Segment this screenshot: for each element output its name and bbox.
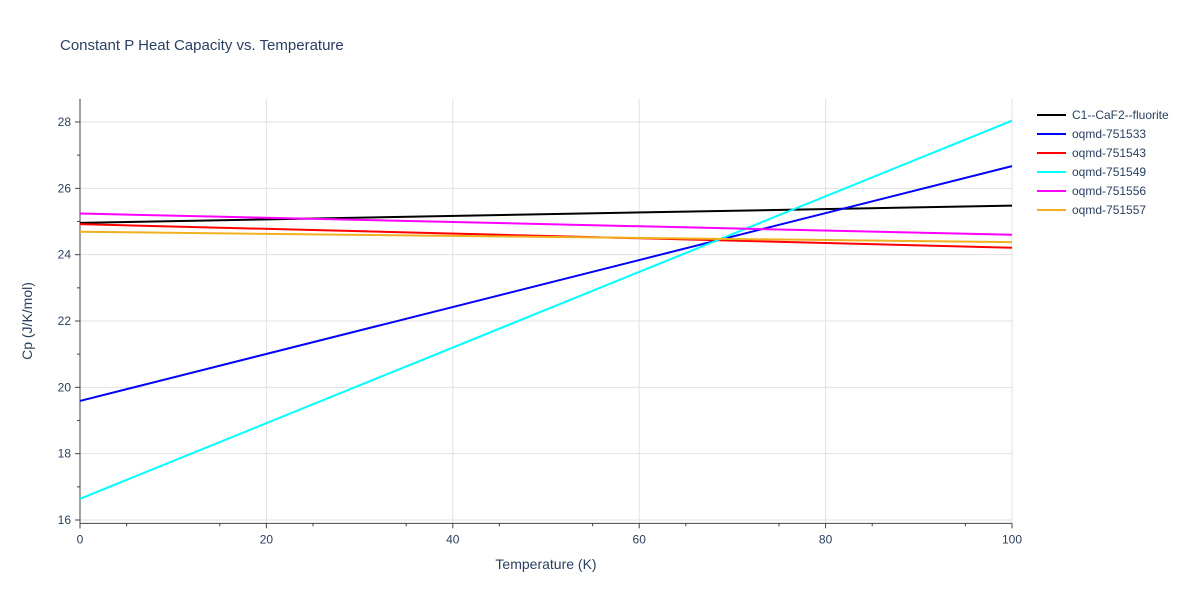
legend-label: oqmd-751533: [1072, 127, 1146, 141]
series-line-oqmd-751549: [79, 119, 1013, 500]
y-tick-label: 22: [58, 314, 72, 328]
legend-label: oqmd-751557: [1072, 203, 1146, 217]
series-line-C1--CaF2--fluorite: [79, 204, 1013, 224]
y-tick-label: 16: [58, 513, 72, 527]
y-tick-label: 20: [58, 380, 72, 394]
x-tick-label: 20: [260, 532, 274, 546]
legend-label: oqmd-751549: [1072, 165, 1146, 179]
x-tick-label: 0: [77, 532, 84, 546]
y-tick-label: 28: [58, 115, 72, 129]
legend-label: oqmd-751556: [1072, 184, 1146, 198]
x-tick-label: 80: [819, 532, 833, 546]
x-axis-label: Temperature (K): [495, 556, 596, 572]
y-tick-label: 24: [58, 248, 72, 262]
y-tick-label: 26: [58, 181, 72, 195]
series-line-oqmd-751557: [79, 230, 1013, 244]
x-tick-label: 40: [446, 532, 460, 546]
series-line-oqmd-751556: [79, 212, 1013, 236]
chart-title: Constant P Heat Capacity vs. Temperature: [60, 37, 344, 54]
x-tick-label: 100: [1002, 532, 1022, 546]
y-axis-label: Cp (J/K/mol): [19, 282, 35, 360]
x-tick-label: 60: [633, 532, 647, 546]
y-tick-label: 18: [58, 447, 72, 461]
legend-label: C1--CaF2--fluorite: [1072, 108, 1169, 122]
legend-label: oqmd-751543: [1072, 146, 1146, 160]
series-line-oqmd-751533: [79, 165, 1013, 402]
